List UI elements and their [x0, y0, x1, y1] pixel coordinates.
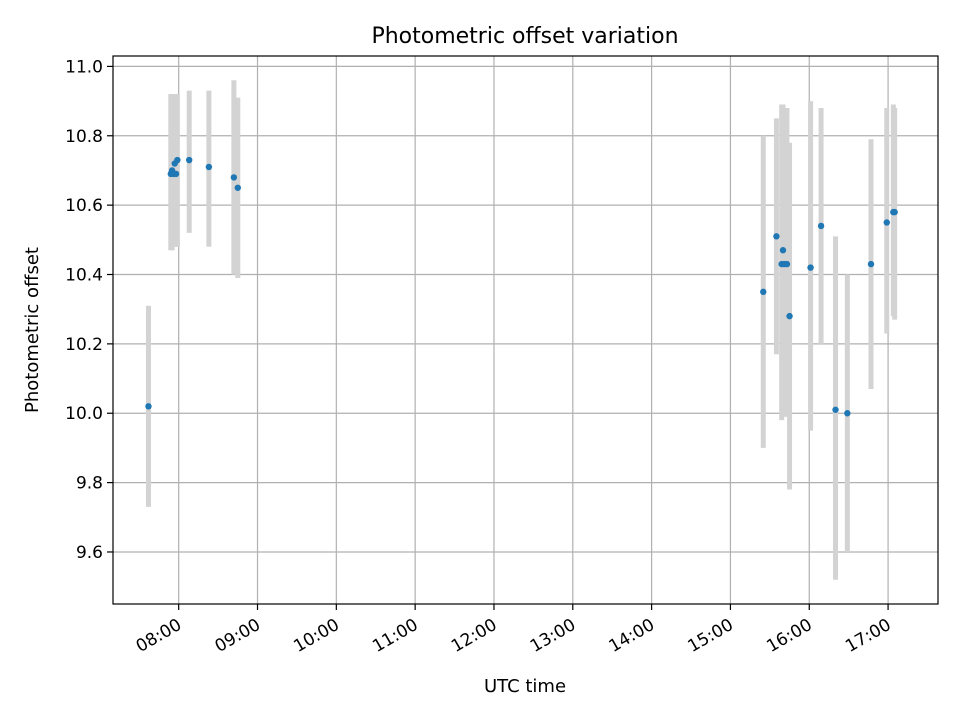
chart-title: Photometric offset variation	[371, 24, 678, 49]
data-point	[773, 233, 780, 240]
y-axis-label: Photometric offset	[22, 247, 43, 413]
data-point	[174, 156, 181, 164]
data-point	[807, 264, 814, 271]
data-point	[783, 260, 791, 268]
data-point	[786, 312, 793, 320]
x-axis-label: UTC time	[484, 676, 566, 697]
grid	[113, 56, 938, 604]
y-tick-label: 9.8	[76, 474, 103, 494]
y-tick-label: 10.6	[65, 196, 103, 216]
y-tick-label: 10.4	[65, 266, 103, 286]
data-point	[867, 260, 875, 268]
data-point	[230, 174, 238, 181]
data-point	[883, 219, 890, 226]
y-tick-label: 9.6	[76, 543, 103, 563]
plot-frame	[112, 55, 939, 605]
y-axis-ticks: 9.6 9.8 10.0 10.2 10.4 10.6 10.8 11.0	[65, 57, 113, 563]
data-point	[205, 163, 213, 171]
y-tick-label: 10.2	[65, 335, 103, 355]
data-point	[185, 156, 193, 164]
data-point	[779, 247, 787, 254]
data-point	[832, 406, 839, 413]
data-point	[172, 170, 180, 178]
data-points	[145, 156, 898, 417]
data-point	[817, 222, 825, 230]
y-tick-label: 10.0	[65, 404, 103, 424]
y-tick-label: 11.0	[65, 57, 103, 77]
data-point	[891, 208, 898, 216]
data-point	[234, 184, 242, 191]
y-tick-label: 10.8	[65, 127, 103, 147]
data-point	[760, 288, 767, 296]
data-point	[145, 403, 152, 410]
data-point	[844, 410, 851, 417]
